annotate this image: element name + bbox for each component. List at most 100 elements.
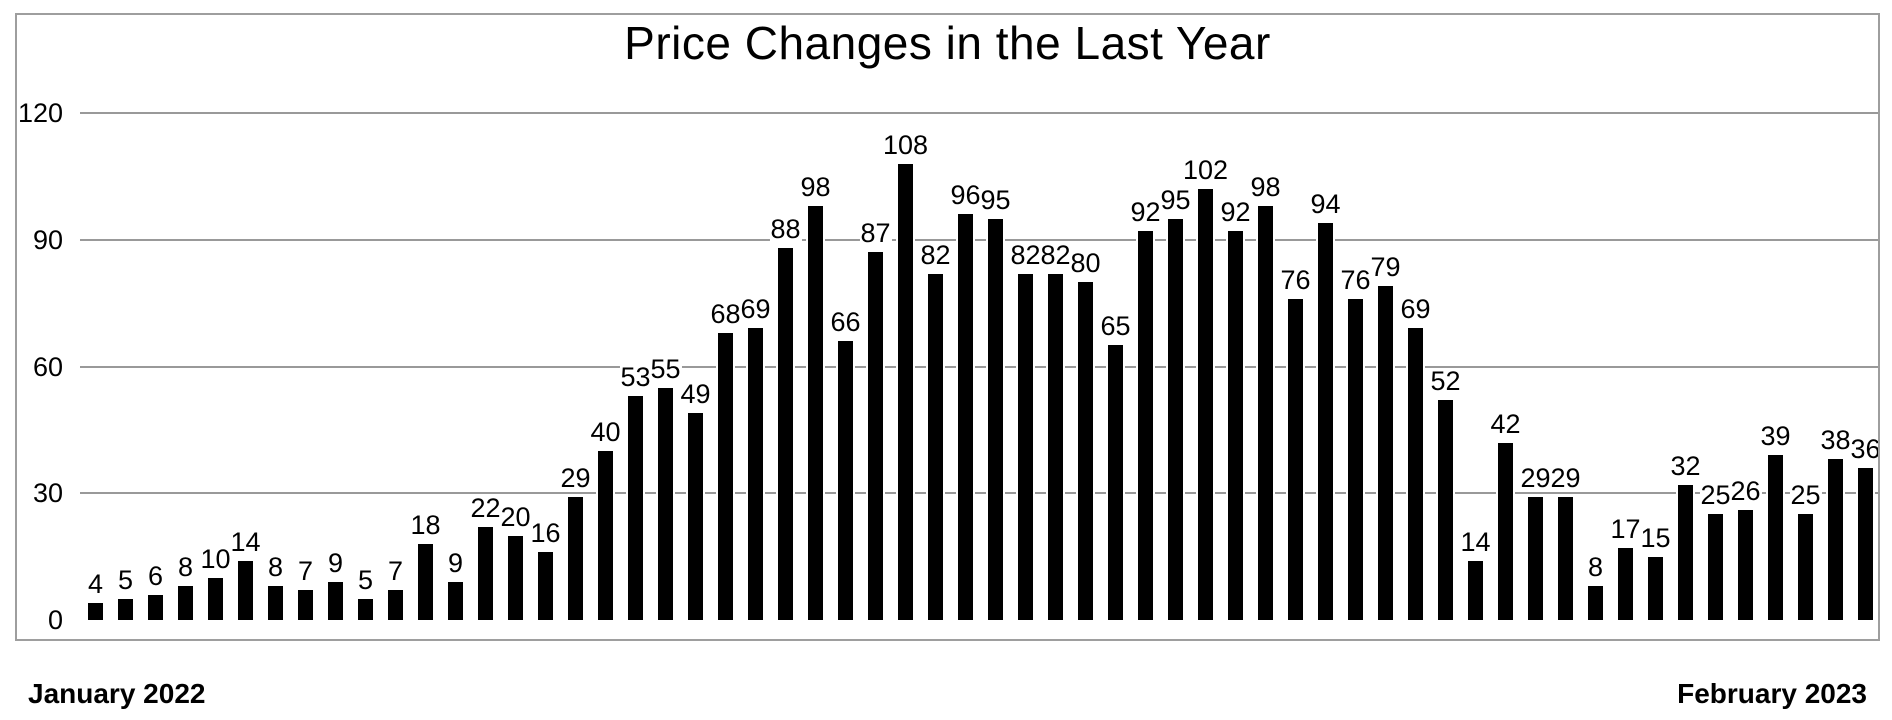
bar-56 (1738, 510, 1753, 620)
bar-48 (1498, 442, 1513, 620)
bar-42 (1318, 222, 1333, 620)
bar-value-label: 7 (296, 556, 315, 587)
bar-24 (778, 248, 793, 620)
bar-52 (1618, 548, 1633, 620)
bar-value-label: 8 (266, 552, 285, 583)
bar-value-label: 40 (589, 417, 622, 447)
bar-28 (898, 163, 913, 620)
bar-29 (928, 273, 943, 620)
bar-value-label: 20 (499, 501, 532, 532)
bar-value-label: 52 (1429, 366, 1462, 397)
bar-value-label: 6 (146, 560, 165, 591)
x-axis-end-label: February 2023 (1677, 678, 1867, 709)
bar-value-label: 95 (979, 184, 1012, 215)
bar-value-label: 87 (859, 218, 892, 249)
bar-value-label: 5 (116, 564, 135, 595)
bar-14 (478, 527, 493, 620)
bar-32 (1018, 273, 1033, 620)
bar-34 (1078, 282, 1093, 620)
bar-value-label: 4 (86, 569, 105, 600)
bar-43 (1348, 298, 1363, 620)
bar-20 (658, 387, 673, 620)
y-tick-label-60: 60 (32, 351, 63, 382)
y-tick-label-120: 120 (17, 98, 63, 128)
bar-26 (838, 341, 853, 620)
bar-value-label: 9 (446, 547, 465, 578)
bar-value-label: 38 (1819, 425, 1852, 456)
bar-value-label: 7 (386, 556, 405, 587)
bar-value-label: 92 (1219, 197, 1252, 228)
bar-50 (1558, 497, 1573, 620)
gridline-60 (80, 365, 1878, 368)
bar-53 (1648, 556, 1663, 620)
bar-45 (1408, 328, 1423, 620)
bar-59 (1828, 459, 1843, 620)
bar-value-label: 92 (1129, 197, 1162, 228)
bar-value-label: 96 (949, 180, 982, 211)
gridline-120 (80, 112, 1878, 114)
bar-value-label: 39 (1759, 421, 1792, 452)
bar-36 (1138, 231, 1153, 620)
bar-value-label: 82 (919, 239, 952, 270)
bar-value-label: 55 (649, 353, 682, 384)
bar-54 (1678, 484, 1693, 620)
bar-value-label: 82 (1039, 239, 1072, 270)
bar-25 (808, 205, 823, 620)
bar-value-label: 26 (1729, 476, 1762, 507)
bar-value-label: 10 (199, 543, 232, 574)
bar-17 (568, 497, 583, 620)
bar-value-label: 18 (409, 509, 442, 540)
bar-value-label: 98 (1249, 171, 1282, 202)
bar-35 (1108, 345, 1123, 620)
bar-value-label: 16 (529, 518, 562, 549)
bar-22 (718, 332, 733, 620)
bar-12 (418, 543, 433, 620)
bar-value-label: 94 (1309, 188, 1342, 219)
bar-value-label: 36 (1849, 433, 1880, 464)
bar-value-label: 14 (1459, 526, 1492, 557)
bar-value-label: 53 (619, 362, 652, 393)
bar-value-label: 42 (1489, 408, 1522, 439)
bar-11 (388, 590, 403, 620)
bar-value-label: 9 (326, 547, 345, 578)
bar-9 (328, 581, 343, 620)
bar-13 (448, 581, 463, 620)
bar-21 (688, 412, 703, 620)
bar-19 (628, 396, 643, 620)
bar-value-label: 102 (1181, 155, 1230, 186)
bar-15 (508, 535, 523, 620)
bar-7 (268, 586, 283, 620)
bar-value-label: 108 (881, 129, 930, 160)
bar-40 (1258, 205, 1273, 620)
bar-value-label: 69 (739, 294, 772, 325)
bar-value-label: 22 (469, 493, 502, 524)
bar-51 (1588, 586, 1603, 620)
bar-value-label: 82 (1009, 239, 1042, 270)
bar-39 (1228, 231, 1243, 620)
bar-37 (1168, 218, 1183, 620)
gridline-90 (80, 238, 1878, 241)
bar-18 (598, 451, 613, 620)
bar-38 (1198, 189, 1213, 620)
bar-33 (1048, 273, 1063, 620)
bar-5 (208, 577, 223, 620)
bar-47 (1468, 560, 1483, 620)
bar-27 (868, 252, 883, 620)
bar-value-label: 25 (1699, 480, 1732, 511)
bar-44 (1378, 286, 1393, 620)
bar-value-label: 32 (1669, 450, 1702, 481)
bar-value-label: 65 (1099, 311, 1132, 342)
bar-value-label: 25 (1789, 480, 1822, 511)
bar-value-label: 69 (1399, 294, 1432, 325)
bar-value-label: 17 (1609, 514, 1642, 545)
bar-16 (538, 552, 553, 620)
bar-value-label: 88 (769, 214, 802, 245)
bar-value-label: 80 (1069, 248, 1102, 278)
bar-46 (1438, 400, 1453, 620)
bar-1 (88, 603, 103, 620)
bar-value-label: 29 (1519, 463, 1552, 494)
bar-value-label: 98 (799, 171, 832, 202)
bar-3 (148, 594, 163, 620)
bar-60 (1858, 467, 1873, 620)
